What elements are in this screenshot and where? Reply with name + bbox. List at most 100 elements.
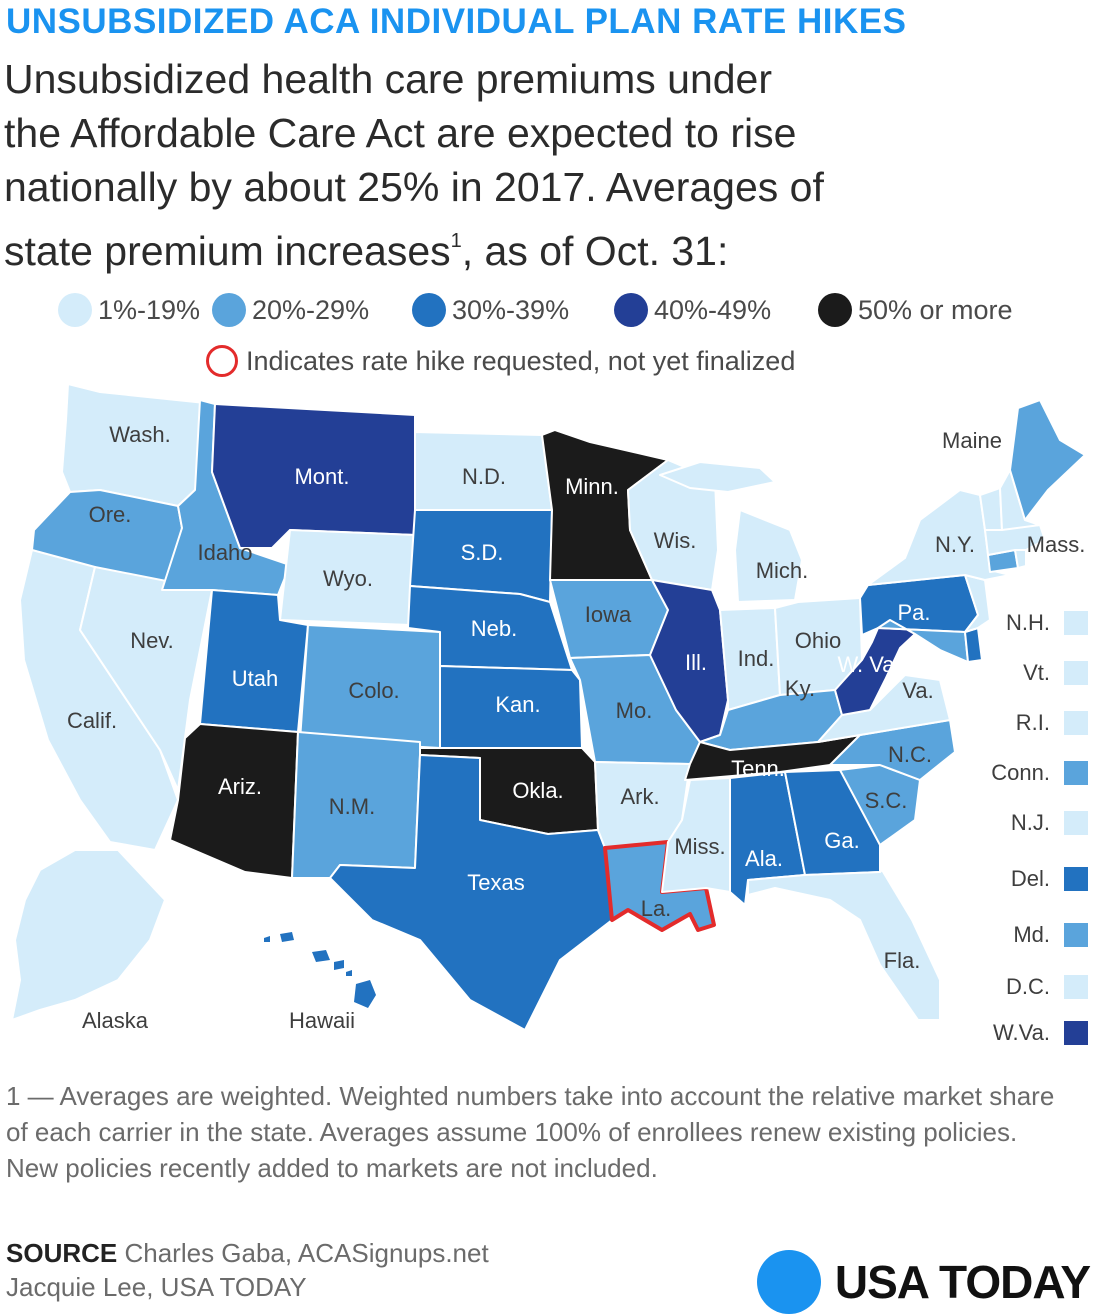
state-tx: [329, 754, 613, 1031]
label-ca: Calif.: [67, 708, 117, 733]
label-va: Va.: [902, 678, 933, 703]
label-fl: Fla.: [884, 948, 921, 973]
label-nc: N.C.: [888, 742, 932, 767]
label-mn: Minn.: [565, 474, 619, 499]
small-state-name: R.I.: [1015, 710, 1050, 735]
label-nm: N.M.: [329, 794, 375, 819]
legend-item-3: 30%-39%: [412, 290, 569, 330]
label-ia: Iowa: [585, 602, 632, 627]
label-al: Ala.: [745, 846, 783, 871]
label-in: Ind.: [738, 646, 775, 671]
us-map: Wash. Ore. Calif. Nev. Idaho Mont. Wyo. …: [11, 383, 1086, 1033]
legend-item-2: 20%-29%: [212, 290, 369, 330]
legend-swatch-5: [818, 293, 852, 327]
label-tx: Texas: [467, 870, 524, 895]
subhead-line-1: Unsubsidized health care premiums under: [4, 56, 773, 102]
small-state-swatch: [1064, 711, 1088, 735]
source-line: SOURCE Charles Gaba, ACASignups.net: [6, 1236, 489, 1270]
legend-swatch-2: [212, 293, 246, 327]
source-text: Charles Gaba, ACASignups.net: [117, 1238, 489, 1268]
label-wy: Wyo.: [323, 566, 373, 591]
small-state-name: Conn.: [991, 760, 1050, 785]
credit-line: Jacquie Lee, USA TODAY: [6, 1272, 307, 1302]
small-state-name: N.H.: [1006, 610, 1050, 635]
label-wv: W. Va: [837, 652, 895, 677]
label-ma: Mass.: [1027, 532, 1086, 557]
state-il: [649, 579, 729, 743]
label-nv: Nev.: [130, 628, 174, 653]
small-state-swatch: [1064, 923, 1088, 947]
small-state-swatch: [1064, 611, 1088, 635]
label-la: La.: [641, 896, 672, 921]
pending-legend: Indicates rate hike requested, not yet f…: [206, 342, 795, 380]
state-me: [1009, 399, 1086, 521]
pending-ring-icon: [206, 345, 238, 377]
label-ne: Neb.: [471, 616, 517, 641]
state-ri: [1014, 549, 1027, 569]
subhead-line-4-tail: , as of Oct. 31:: [461, 228, 729, 274]
legend-label-3: 30%-39%: [452, 294, 570, 325]
label-ny: N.Y.: [935, 532, 975, 557]
legend-item-4: 40%-49%: [614, 290, 771, 330]
label-mi: Mich.: [756, 558, 809, 583]
legend-label-4: 40%-49%: [654, 294, 772, 325]
small-state-row: Vt.: [888, 658, 1088, 688]
color-legend: 1%-19% 20%-29% 30%-39% 40%-49% 50% or mo…: [0, 290, 1102, 330]
label-pa: Pa.: [897, 600, 930, 625]
state-ak: [11, 849, 166, 1021]
label-oh: Ohio: [795, 628, 841, 653]
state-hi: [264, 932, 376, 1008]
state-az: [169, 723, 299, 879]
footnote-marker: 1: [450, 230, 462, 252]
small-state-row: Conn.: [888, 758, 1088, 788]
brand-wordmark: USA TODAY: [834, 1256, 1091, 1308]
small-state-swatch: [1064, 975, 1088, 999]
legend-item-1: 1%-19%: [58, 290, 200, 330]
small-state-name: Vt.: [1023, 660, 1050, 685]
small-state-swatch: [1064, 811, 1088, 835]
small-state-name: N.J.: [1010, 810, 1050, 835]
state-mi: [734, 509, 803, 603]
label-ks: Kan.: [495, 692, 540, 717]
legend-label-2: 20%-29%: [252, 294, 370, 325]
label-hi: Hawaii: [289, 1008, 355, 1033]
state-fl: [747, 869, 941, 1021]
label-ok: Okla.: [512, 778, 563, 803]
small-state-row: Md.: [888, 920, 1088, 950]
subhead-line-4-text: state premium increases: [4, 228, 451, 274]
label-sd: S.D.: [461, 540, 504, 565]
label-il: Ill.: [685, 650, 707, 675]
state-mi-up: [659, 461, 776, 493]
small-state-row: Del.: [888, 864, 1088, 894]
label-ak: Alaska: [82, 1008, 149, 1033]
small-state-name: Del.: [1010, 866, 1050, 891]
label-ut: Utah: [232, 666, 278, 691]
footnote: 1 — Averages are weighted. Weighted numb…: [6, 1081, 1055, 1183]
label-me: Maine: [942, 428, 1002, 453]
state-ks: [439, 665, 583, 749]
label-wa: Wash.: [109, 422, 171, 447]
legend-swatch-4: [614, 293, 648, 327]
label-mt: Mont.: [294, 464, 349, 489]
small-state-swatch: [1064, 1021, 1088, 1045]
subhead-line-3: nationally by about 25% in 2017. Average…: [4, 164, 824, 210]
small-state-swatch: [1064, 867, 1088, 891]
legend-swatch-3: [412, 293, 446, 327]
small-state-row: N.H.: [888, 608, 1088, 638]
state-nh: [999, 469, 1041, 531]
pending-legend-label: Indicates rate hike requested, not yet f…: [246, 345, 796, 376]
label-or: Ore.: [89, 502, 132, 527]
state-vt: [979, 487, 1003, 531]
label-nd: N.D.: [462, 464, 506, 489]
label-wi: Wis.: [654, 528, 697, 553]
label-ga: Ga.: [824, 828, 859, 853]
label-az: Ariz.: [218, 774, 262, 799]
small-state-row: R.I.: [888, 708, 1088, 738]
label-tn: Tenn.: [731, 756, 785, 781]
label-ky: Ky.: [785, 676, 815, 701]
small-state-name: Md.: [1013, 922, 1050, 947]
legend-label-5: 50% or more: [858, 294, 1013, 325]
small-state-swatch: [1064, 661, 1088, 685]
label-ms: Miss.: [674, 834, 725, 859]
source-label: SOURCE: [6, 1238, 118, 1268]
